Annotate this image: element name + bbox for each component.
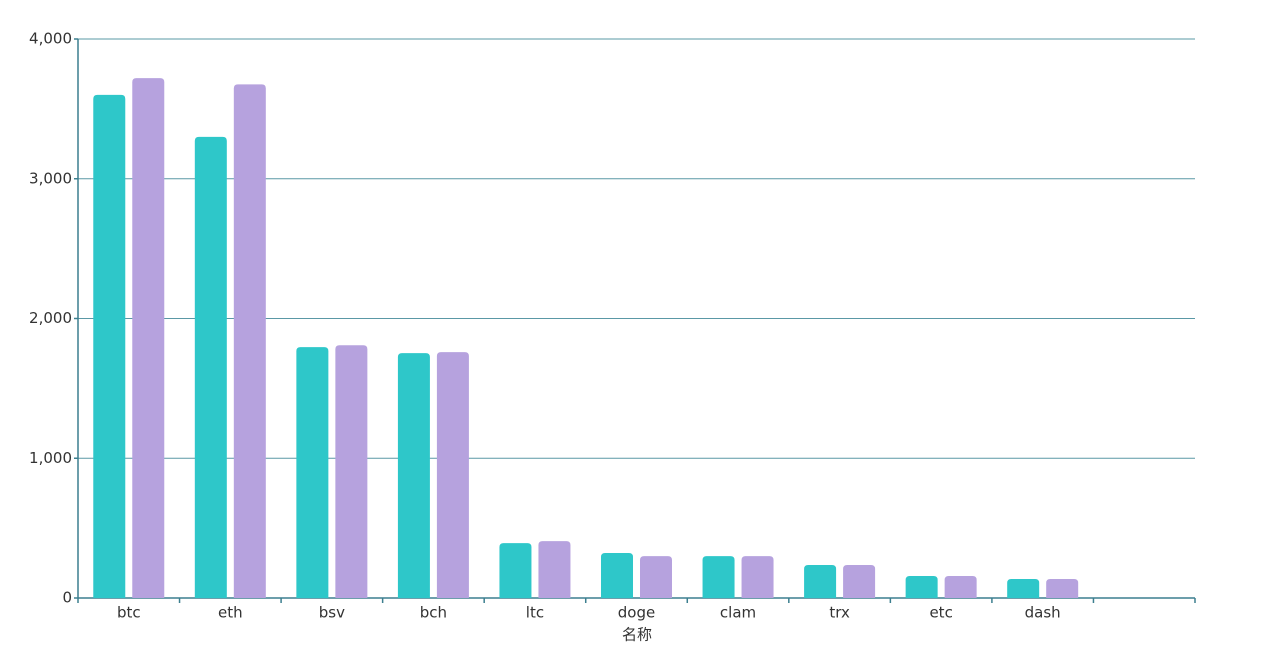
x-tick-label: ltc bbox=[526, 604, 544, 622]
bar bbox=[741, 556, 774, 598]
x-axis-label: 名称 bbox=[622, 626, 652, 644]
bar bbox=[905, 576, 938, 598]
bar bbox=[194, 136, 227, 598]
x-tick-label: bch bbox=[420, 604, 447, 622]
x-tick-label: btc bbox=[117, 604, 141, 622]
bar bbox=[538, 541, 571, 598]
bar bbox=[1007, 578, 1040, 598]
x-tick-label: bsv bbox=[319, 604, 345, 622]
x-tick-label: etc bbox=[929, 604, 952, 622]
y-tick-label: 1,000 bbox=[29, 449, 72, 467]
bar bbox=[233, 84, 266, 598]
y-tick-label: 0 bbox=[62, 589, 72, 607]
y-tick-label: 2,000 bbox=[29, 309, 72, 327]
bar bbox=[843, 565, 876, 598]
bar bbox=[944, 576, 977, 598]
bar bbox=[702, 556, 735, 598]
y-tick-label: 4,000 bbox=[29, 30, 72, 48]
bar bbox=[132, 78, 165, 598]
bar bbox=[499, 543, 532, 598]
bar bbox=[93, 94, 126, 599]
x-tick-label: dash bbox=[1025, 604, 1061, 622]
bar bbox=[1046, 578, 1079, 598]
bar bbox=[804, 565, 837, 598]
y-tick-label: 3,000 bbox=[29, 169, 72, 187]
x-tick-label: doge bbox=[618, 604, 655, 622]
bar bbox=[397, 353, 430, 598]
x-tick-label: trx bbox=[829, 604, 850, 622]
bar bbox=[335, 345, 368, 598]
bar bbox=[296, 347, 329, 598]
bar bbox=[601, 553, 633, 598]
x-tick-label: eth bbox=[218, 604, 243, 622]
bar bbox=[640, 556, 672, 598]
x-tick-label: clam bbox=[720, 604, 756, 622]
bar bbox=[436, 352, 469, 598]
